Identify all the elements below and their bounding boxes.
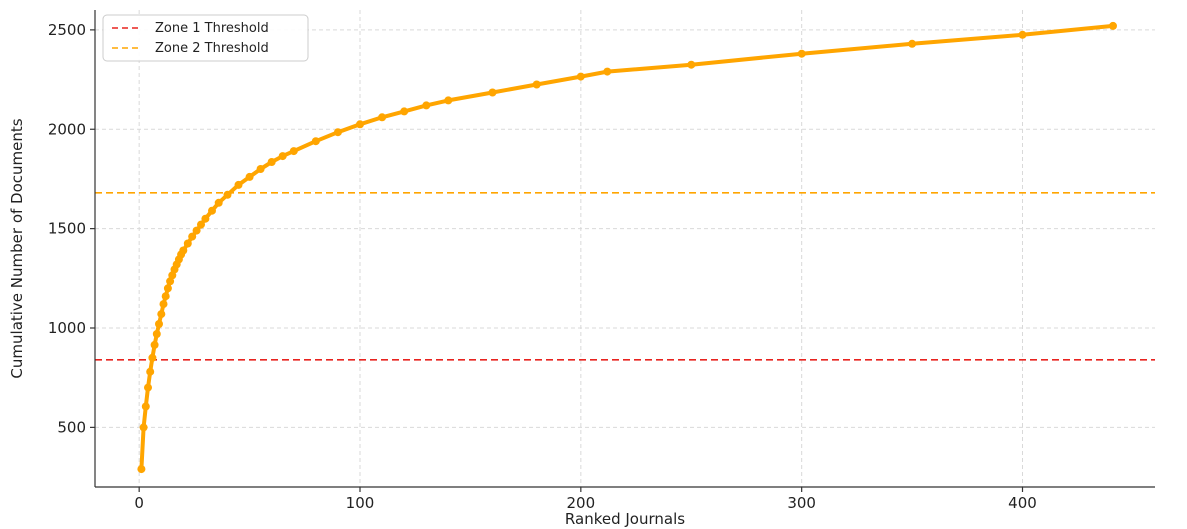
series-line-0 [139, 23, 1115, 472]
data-point [166, 277, 175, 286]
data-point [223, 190, 232, 199]
data-point [532, 80, 541, 89]
data-point [333, 128, 342, 137]
data-point [311, 137, 320, 146]
data-point [183, 239, 192, 248]
data-point [208, 206, 216, 215]
data-point [1018, 30, 1027, 39]
y-tick-label: 1000 [48, 319, 86, 337]
data-point [278, 152, 287, 161]
data-point [146, 367, 155, 376]
axis-labels: Ranked Journals Cumulative Number of Doc… [8, 118, 685, 528]
y-tick-label: 1500 [48, 220, 86, 238]
legend-label-zone-1: Zone 1 Threshold [155, 21, 269, 36]
data-point [152, 330, 161, 338]
data-point [214, 198, 223, 207]
data-point [179, 246, 188, 255]
data-point [139, 423, 148, 432]
x-tick-label: 200 [567, 494, 596, 512]
data-point [444, 96, 453, 105]
legend-label-zone-2: Zone 2 Threshold [155, 41, 269, 56]
data-point [159, 300, 168, 309]
data-point [192, 226, 201, 235]
data-point [256, 165, 265, 173]
data-point [137, 465, 146, 474]
series [137, 21, 1117, 474]
x-tick-label: 0 [134, 494, 144, 512]
y-tick-label: 2000 [48, 120, 86, 138]
data-point [289, 147, 298, 156]
x-tick-label: 400 [1008, 494, 1037, 512]
data-point [197, 220, 205, 229]
data-point [797, 49, 806, 58]
y-axis-label: Cumulative Number of Documents [8, 118, 26, 378]
legend: Zone 1 Threshold Zone 2 Threshold [102, 14, 309, 62]
data-point [687, 60, 696, 69]
data-point [161, 292, 170, 301]
axes: 0 100 200 300 400 500 1000 1500 2000 2500 [48, 10, 1155, 512]
threshold-lines [95, 192, 1155, 361]
legend-box [102, 14, 309, 62]
data-point [163, 284, 172, 293]
data-point [150, 340, 159, 349]
data-point [148, 353, 157, 362]
data-point [141, 402, 150, 411]
data-point [245, 172, 254, 181]
data-point [908, 39, 917, 48]
grid [95, 10, 1155, 487]
data-point [188, 232, 197, 241]
data-point [378, 113, 387, 122]
data-point [157, 310, 166, 319]
y-tick-label: 2500 [48, 21, 86, 39]
data-point [603, 67, 612, 76]
data-point [400, 107, 409, 116]
data-point [488, 88, 497, 97]
x-tick-label: 300 [787, 494, 816, 512]
data-point [422, 101, 431, 110]
data-point [1109, 21, 1117, 30]
data-point [201, 214, 210, 223]
data-point [267, 158, 276, 166]
data-point [144, 383, 152, 392]
data-point [356, 120, 364, 129]
data-point [576, 72, 585, 81]
y-tick-label: 500 [57, 418, 86, 436]
x-tick-label: 100 [346, 494, 375, 512]
data-point [234, 180, 243, 189]
data-point [155, 320, 163, 328]
x-axis-label: Ranked Journals [565, 510, 685, 528]
